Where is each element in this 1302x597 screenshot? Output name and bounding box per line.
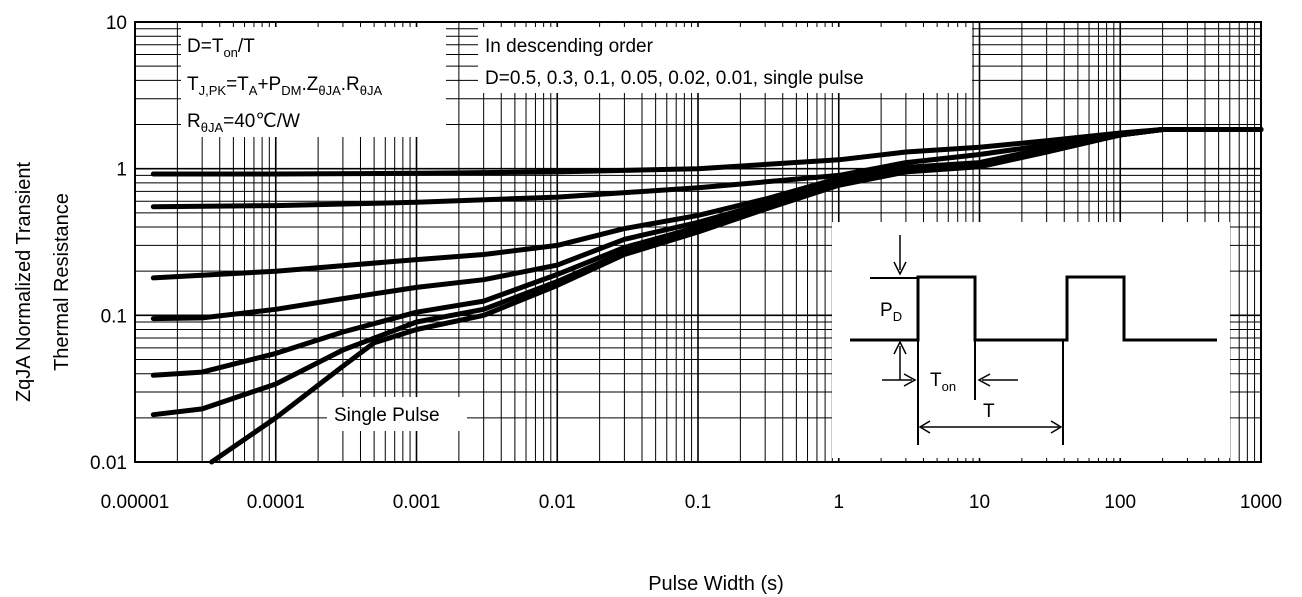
x-tick-label: 0.1 — [685, 492, 711, 513]
pd-arrowhead-down — [893, 261, 907, 276]
pd-arrowhead-up — [893, 340, 907, 355]
annotation-box1-bg — [181, 27, 446, 137]
annotation-text-part: DM — [281, 83, 301, 98]
y-axis-label-line2: Thermal Resistance — [51, 193, 73, 371]
tick-labels: 0.00001 0.0001 0.001 0.01 0.1 1 10 100 1000 10 1 0.… — [90, 13, 1282, 513]
plot-frame-rect — [134, 21, 1262, 463]
x-tick-label: 0.001 — [393, 492, 441, 513]
annotation-text-part: T — [187, 74, 199, 95]
pulse-inset: PD Ton T — [850, 235, 1217, 445]
x-tick-label: 1 — [833, 492, 844, 513]
period-arrowhead-right — [1050, 420, 1063, 434]
annotation-text-part: .Z — [301, 74, 318, 95]
series-lines — [150, 127, 1264, 465]
annotation-text-part: θJA — [201, 120, 224, 135]
annotations: D=Ton/T TJ,PK=TA+PDM.ZθJA.RθJA RθJA=40℃/… — [187, 36, 864, 426]
y-tick-label: 10 — [106, 13, 127, 34]
annotation-text-part: =T — [226, 74, 249, 95]
x-tick-label: 1000 — [1240, 492, 1282, 513]
annotation-text-part: .R — [341, 74, 360, 95]
plot-frame — [134, 21, 1262, 463]
annotation-text-part: R — [187, 111, 201, 132]
x-axis-label: Pulse Width (s) — [648, 573, 784, 595]
x-tick-label: 0.0001 — [247, 492, 305, 513]
x-tick-label: 10 — [969, 492, 990, 513]
pd-label: PD — [880, 300, 902, 324]
period-label: T — [983, 401, 995, 422]
single-pulse-bg — [327, 397, 467, 431]
box2-line1: In descending order — [485, 36, 654, 57]
ton-arrowhead-left — [903, 373, 917, 387]
period-arrowhead-left — [918, 420, 931, 434]
box1-line3: RθJA=40℃/W — [187, 111, 300, 135]
ton-arrowhead-right — [977, 373, 991, 387]
annotation-box2-bg — [478, 27, 972, 93]
box2-line2: D=0.5, 0.3, 0.1, 0.05, 0.02, 0.01, singl… — [485, 68, 864, 89]
y-tick-label: 0.1 — [101, 306, 127, 327]
box1-line2: TJ,PK=TA+PDM.ZθJA.RθJA — [187, 74, 382, 98]
y-tick-label: 0.01 — [90, 453, 127, 474]
y-tick-label: 1 — [116, 160, 127, 181]
x-tick-label: 0.01 — [539, 492, 576, 513]
annotation-text-part: +P — [257, 74, 281, 95]
ton-label: Ton — [930, 370, 956, 394]
annotation-text-part: θJA — [360, 83, 383, 98]
annotation-text-part: θJA — [318, 83, 341, 98]
single-pulse-label: Single Pulse — [334, 405, 440, 426]
annotation-text-part: A — [249, 83, 258, 98]
x-tick-label: 100 — [1104, 492, 1136, 513]
series-line-7 — [209, 127, 1264, 465]
annotation-text-part: =40℃/W — [223, 111, 300, 132]
box1-line1: D=Ton/T — [187, 36, 255, 60]
y-axis-label-line1: ZqJA Normalized Transient — [13, 162, 35, 403]
pulse-waveform — [850, 275, 1217, 342]
annotation-text-part: J,PK — [199, 83, 227, 98]
x-tick-label: 0.00001 — [101, 492, 170, 513]
